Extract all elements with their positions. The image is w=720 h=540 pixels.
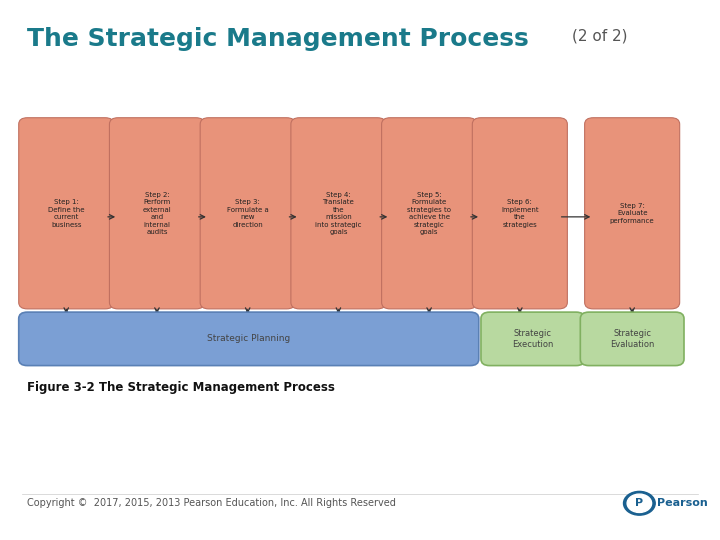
Text: The Strategic Management Process: The Strategic Management Process [27, 27, 529, 51]
FancyBboxPatch shape [382, 118, 477, 309]
Text: Strategic Planning: Strategic Planning [207, 334, 290, 343]
Text: Step 7:
Evaluate
performance: Step 7: Evaluate performance [610, 203, 654, 224]
Text: Strategic
Execution: Strategic Execution [512, 329, 554, 348]
Text: Copyright ©  2017, 2015, 2013 Pearson Education, Inc. All Rights Reserved: Copyright © 2017, 2015, 2013 Pearson Edu… [27, 498, 396, 508]
FancyBboxPatch shape [481, 312, 585, 366]
Circle shape [627, 494, 652, 512]
FancyBboxPatch shape [291, 118, 386, 309]
Text: Step 5:
Formulate
strategies to
achieve the
strategic
goals: Step 5: Formulate strategies to achieve … [407, 192, 451, 235]
FancyBboxPatch shape [109, 118, 204, 309]
Text: Step 3:
Formulate a
new
direction: Step 3: Formulate a new direction [227, 199, 269, 227]
Text: Step 6:
Implement
the
strategies: Step 6: Implement the strategies [501, 199, 539, 227]
FancyBboxPatch shape [580, 312, 684, 366]
FancyBboxPatch shape [19, 118, 114, 309]
Text: Step 4:
Translate
the
mission
into strategic
goals: Step 4: Translate the mission into strat… [315, 192, 361, 235]
Text: Step 1:
Define the
current
business: Step 1: Define the current business [48, 199, 84, 227]
Text: Pearson: Pearson [657, 498, 708, 508]
FancyBboxPatch shape [19, 312, 479, 366]
Text: Strategic
Evaluation: Strategic Evaluation [610, 329, 654, 348]
FancyBboxPatch shape [472, 118, 567, 309]
FancyBboxPatch shape [200, 118, 295, 309]
Text: Figure 3-2 The Strategic Management Process: Figure 3-2 The Strategic Management Proc… [27, 381, 336, 394]
FancyBboxPatch shape [585, 118, 680, 309]
Text: P: P [635, 498, 644, 508]
Text: Step 2:
Perform
external
and
internal
audits: Step 2: Perform external and internal au… [143, 192, 171, 235]
Text: (2 of 2): (2 of 2) [572, 28, 628, 43]
Circle shape [624, 491, 655, 515]
